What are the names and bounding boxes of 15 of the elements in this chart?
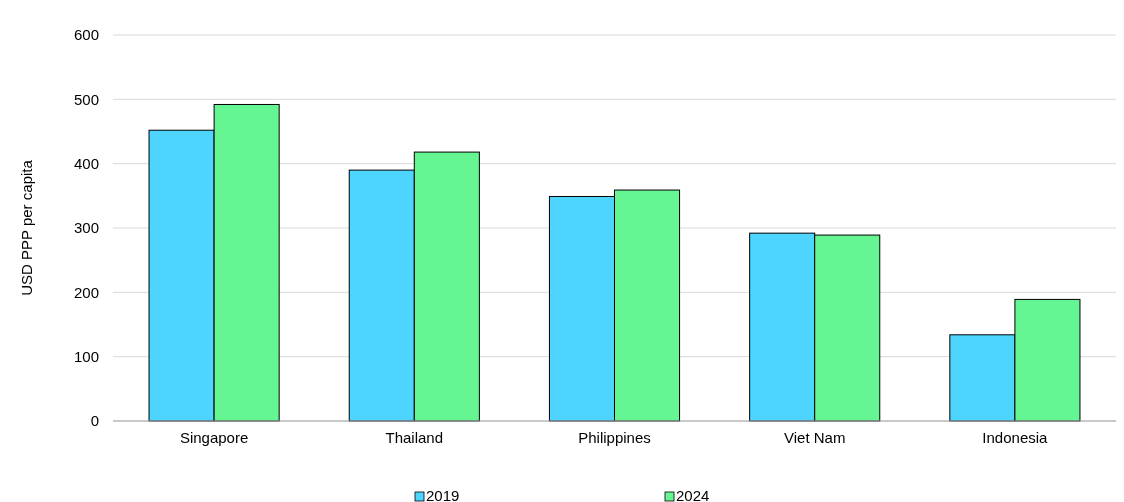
- x-tick-label: Philippines: [578, 429, 651, 446]
- x-tick-label: Indonesia: [982, 429, 1049, 446]
- y-tick-label: 400: [73, 154, 99, 172]
- y-tick-label: 200: [73, 283, 99, 301]
- legend-label: 2024: [676, 487, 710, 502]
- y-tick-label: 0: [90, 412, 99, 430]
- x-tick-label: Viet Nam: [783, 429, 846, 446]
- x-tick-label: Singapore: [179, 429, 249, 446]
- y-tick-label: 600: [73, 26, 99, 44]
- x-tick-label: Thailand: [385, 429, 444, 446]
- legend-label: 2019: [426, 487, 460, 502]
- y-tick-label: 100: [73, 347, 99, 365]
- y-axis-title: USD PPP per capita: [18, 159, 35, 296]
- y-tick-label: 500: [73, 90, 99, 108]
- y-tick-label: 300: [73, 219, 99, 237]
